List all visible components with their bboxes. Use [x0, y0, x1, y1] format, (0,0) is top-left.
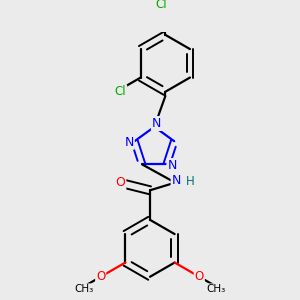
- Text: CH₃: CH₃: [206, 284, 225, 294]
- Text: Cl: Cl: [115, 85, 126, 98]
- Text: N: N: [167, 159, 177, 172]
- Text: Cl: Cl: [155, 0, 167, 11]
- Text: O: O: [96, 270, 105, 283]
- Text: N: N: [124, 136, 134, 149]
- Text: O: O: [116, 176, 125, 189]
- Text: N: N: [172, 174, 181, 187]
- Text: H: H: [186, 175, 195, 188]
- Text: N: N: [152, 117, 161, 130]
- Text: CH₃: CH₃: [75, 284, 94, 294]
- Text: O: O: [195, 270, 204, 283]
